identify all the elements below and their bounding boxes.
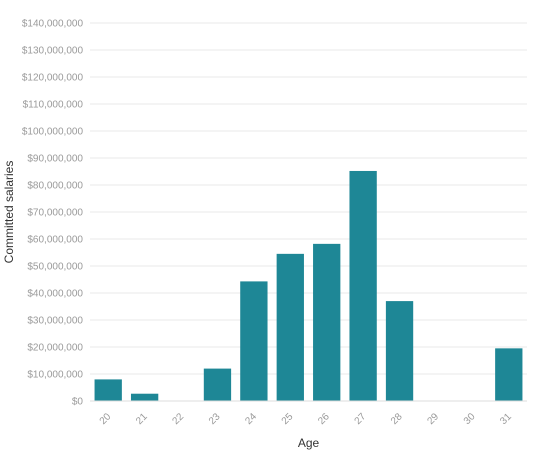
bar-age-24[interactable] — [240, 281, 268, 401]
y-tick-label: $100,000,000 — [22, 127, 84, 138]
x-tick-label: 28 — [389, 411, 405, 427]
y-tick-label: $140,000,000 — [22, 19, 84, 30]
y-tick-label: $130,000,000 — [22, 46, 84, 57]
y-tick-label: $10,000,000 — [27, 370, 83, 381]
bar-age-31[interactable] — [495, 348, 523, 401]
bar-age-21[interactable] — [130, 393, 159, 401]
y-tick-label: $0 — [72, 397, 84, 408]
x-axis-ticks: 20 21 22 23 24 25 26 27 28 29 30 31 — [98, 411, 515, 427]
y-tick-label: $120,000,000 — [22, 73, 84, 84]
bar-age-20[interactable] — [94, 379, 122, 401]
x-tick-label: 30 — [462, 411, 478, 427]
y-tick-label: $30,000,000 — [27, 316, 83, 327]
y-tick-label: $50,000,000 — [27, 262, 83, 273]
x-tick-label: 24 — [243, 411, 259, 427]
x-tick-label: 20 — [98, 411, 114, 427]
bars — [94, 170, 523, 401]
y-tick-label: $110,000,000 — [23, 100, 84, 111]
y-tick-label: $70,000,000 — [27, 208, 83, 219]
x-tick-label: 29 — [425, 411, 441, 427]
gridlines — [90, 22, 527, 375]
y-tick-label: $60,000,000 — [27, 235, 83, 246]
y-axis-ticks: $0 $10,000,000 $20,000,000 $30,000,000 $40,0… — [22, 19, 84, 408]
y-tick-label: $20,000,000 — [27, 343, 83, 354]
x-tick-label: 27 — [353, 411, 369, 427]
x-tick-label: 22 — [171, 411, 187, 427]
x-tick-label: 25 — [280, 411, 296, 427]
y-axis-title: Committed salaries — [2, 161, 16, 264]
x-axis-title: Age — [298, 436, 320, 450]
y-tick-label: $40,000,000 — [27, 289, 83, 300]
bar-age-25[interactable] — [276, 253, 304, 401]
x-tick-label: 21 — [134, 411, 150, 427]
x-tick-label: 26 — [316, 411, 332, 427]
x-tick-label: 23 — [207, 411, 223, 427]
bar-age-26[interactable] — [313, 243, 341, 401]
y-tick-label: $90,000,000 — [27, 154, 83, 165]
bar-age-23[interactable] — [203, 368, 232, 401]
x-tick-label: 31 — [498, 411, 514, 427]
bar-age-28[interactable] — [385, 301, 414, 401]
y-tick-label: $80,000,000 — [27, 181, 83, 192]
bar-age-27[interactable] — [349, 170, 377, 401]
